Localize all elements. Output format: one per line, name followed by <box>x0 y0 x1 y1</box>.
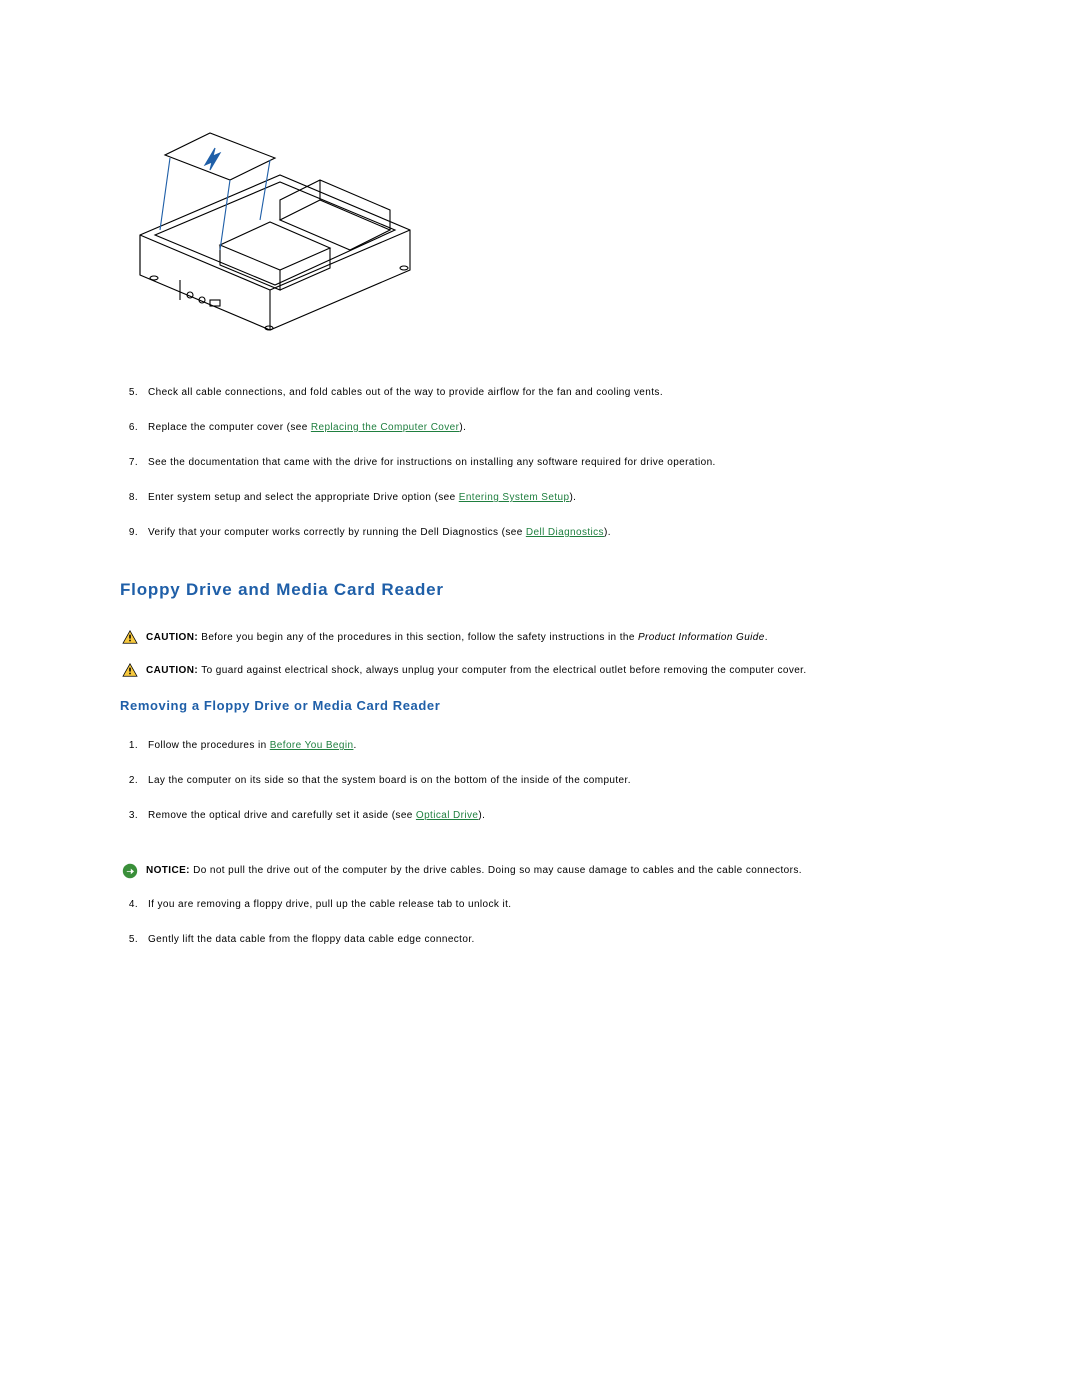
inline-link[interactable]: Dell Diagnostics <box>526 527 604 538</box>
steps-list-removing-b: 4.If you are removing a floppy drive, pu… <box>120 897 960 947</box>
inline-link[interactable]: Optical Drive <box>416 810 478 821</box>
list-text: Remove the optical drive and carefully s… <box>148 808 960 823</box>
section-heading-floppy: Floppy Drive and Media Card Reader <box>120 580 960 600</box>
list-number: 2. <box>120 773 148 788</box>
caution-icon <box>120 630 140 644</box>
list-number: 6. <box>120 420 148 435</box>
list-item: 5.Gently lift the data cable from the fl… <box>120 932 960 947</box>
list-number: 5. <box>120 385 148 400</box>
caution-alert-safety: CAUTION: Before you begin any of the pro… <box>120 630 960 645</box>
steps-list-continuation: 5.Check all cable connections, and fold … <box>120 385 960 540</box>
notice-icon <box>120 863 140 879</box>
list-item: 1.Follow the procedures in Before You Be… <box>120 738 960 753</box>
list-text: Gently lift the data cable from the flop… <box>148 932 960 947</box>
list-item: 5.Check all cable connections, and fold … <box>120 385 960 400</box>
list-text: Lay the computer on its side so that the… <box>148 773 960 788</box>
list-item: 7.See the documentation that came with t… <box>120 455 960 470</box>
list-item: 9.Verify that your computer works correc… <box>120 525 960 540</box>
list-item: 4.If you are removing a floppy drive, pu… <box>120 897 960 912</box>
caution-label: CAUTION: <box>146 632 201 643</box>
inline-link[interactable]: Replacing the Computer Cover <box>311 422 460 433</box>
list-text: Follow the procedures in Before You Begi… <box>148 738 960 753</box>
list-item: 3.Remove the optical drive and carefully… <box>120 808 960 823</box>
notice-alert-cables: NOTICE: Do not pull the drive out of the… <box>120 863 960 879</box>
list-item: 8.Enter system setup and select the appr… <box>120 490 960 505</box>
list-number: 4. <box>120 897 148 912</box>
list-number: 7. <box>120 455 148 470</box>
list-text: If you are removing a floppy drive, pull… <box>148 897 960 912</box>
inline-link[interactable]: Entering System Setup <box>459 492 570 503</box>
caution-text: To guard against electrical shock, alway… <box>201 665 806 676</box>
list-number: 3. <box>120 808 148 823</box>
caution-alert-shock: CAUTION: To guard against electrical sho… <box>120 663 960 678</box>
subsection-heading-removing: Removing a Floppy Drive or Media Card Re… <box>120 698 960 713</box>
caution-post: . <box>765 632 768 643</box>
inline-link[interactable]: Before You Begin <box>270 740 354 751</box>
list-number: 5. <box>120 932 148 947</box>
list-text: Replace the computer cover (see Replacin… <box>148 420 960 435</box>
caution-text: Before you begin any of the procedures i… <box>201 632 638 643</box>
list-text: Check all cable connections, and fold ca… <box>148 385 960 400</box>
list-text: Verify that your computer works correctl… <box>148 525 960 540</box>
list-number: 8. <box>120 490 148 505</box>
list-item: 6.Replace the computer cover (see Replac… <box>120 420 960 435</box>
list-text: See the documentation that came with the… <box>148 455 960 470</box>
caution-italic: Product Information Guide <box>638 632 765 643</box>
notice-text: Do not pull the drive out of the compute… <box>193 865 802 876</box>
caution-label: CAUTION: <box>146 665 201 676</box>
list-number: 9. <box>120 525 148 540</box>
list-text: Enter system setup and select the approp… <box>148 490 960 505</box>
caution-icon <box>120 663 140 677</box>
list-number: 1. <box>120 738 148 753</box>
steps-list-removing-a: 1.Follow the procedures in Before You Be… <box>120 738 960 823</box>
list-item: 2.Lay the computer on its side so that t… <box>120 773 960 788</box>
notice-label: NOTICE: <box>146 865 193 876</box>
computer-chassis-diagram <box>120 100 420 350</box>
